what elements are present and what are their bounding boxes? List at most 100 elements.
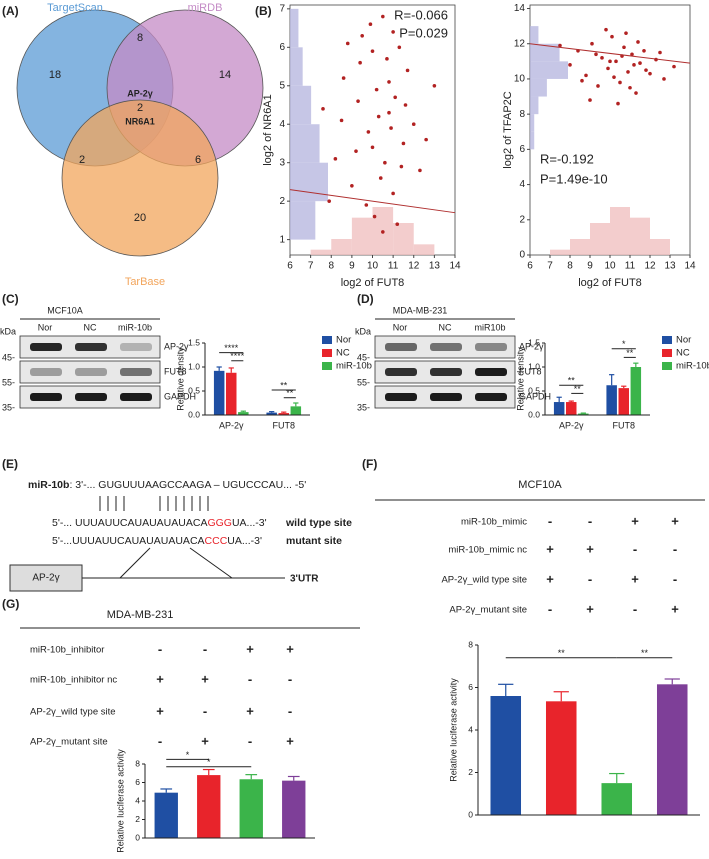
x-tick-label: 14 xyxy=(449,261,461,272)
blot-band xyxy=(430,343,462,351)
histogram-bar xyxy=(550,250,570,255)
histogram-bar xyxy=(290,201,315,239)
pairing-lines xyxy=(100,496,208,511)
table-cell: - xyxy=(203,703,207,718)
y-tick-label: 4 xyxy=(135,795,140,805)
point xyxy=(648,72,652,76)
table-cell: + xyxy=(671,513,679,528)
y-axis-label: log2 of NR6A1 xyxy=(262,94,274,166)
point xyxy=(406,69,410,73)
point xyxy=(610,35,614,39)
y-tick-label: 7 xyxy=(279,3,285,14)
panel-label: (C) xyxy=(2,292,19,306)
point xyxy=(618,81,622,85)
gene-label: AP-2γ xyxy=(32,573,59,584)
table-cell: - xyxy=(203,641,207,656)
x-tick-label: AP-2γ xyxy=(559,420,584,430)
histogram-bar xyxy=(290,86,311,124)
point xyxy=(636,40,640,44)
row-label: AP-2γ_mutant site xyxy=(449,605,527,616)
point xyxy=(402,142,406,146)
error-bar xyxy=(281,412,286,413)
table-cell: + xyxy=(246,703,254,718)
blot-band xyxy=(75,343,107,351)
bar xyxy=(657,684,688,815)
point xyxy=(594,52,598,56)
panel-label: (D) xyxy=(357,292,374,306)
seq-part: 5'-...UUUAUUCAUAUAUAUACA xyxy=(52,535,205,547)
kda-title: kDa xyxy=(355,326,371,336)
blot-band xyxy=(75,368,107,376)
lane-label: miR-10b xyxy=(118,322,152,332)
y-tick-label: 2 xyxy=(519,214,525,225)
point xyxy=(606,67,610,71)
significance-label: ** xyxy=(574,384,582,394)
annotation: R=-0.192 xyxy=(540,151,594,166)
point xyxy=(662,77,666,81)
error-bar xyxy=(203,770,215,776)
legend-swatch xyxy=(322,362,332,370)
error-bar xyxy=(293,403,298,406)
point xyxy=(672,65,676,69)
blot-band xyxy=(120,368,152,376)
zoom-line xyxy=(190,548,232,578)
seq-site: GGG xyxy=(207,517,232,529)
point xyxy=(346,42,350,46)
y-tick-label: 4 xyxy=(468,724,473,734)
wild-sequence: 5'-... UUUAUUCAUAUAUAUACAGGGUA...-3' xyxy=(52,517,267,529)
blot-band xyxy=(385,368,417,376)
error-bar xyxy=(609,774,624,784)
site-label: wild type site xyxy=(285,517,352,529)
bar xyxy=(214,371,225,415)
error-bar xyxy=(665,679,680,684)
kda-title: kDa xyxy=(0,326,16,336)
histogram-bar xyxy=(290,124,320,162)
y-tick-label: 0 xyxy=(519,250,525,261)
x-tick-label: FUT8 xyxy=(613,420,636,430)
point xyxy=(377,115,381,119)
y-tick-label: 12 xyxy=(514,38,526,49)
kda-marker: 55- xyxy=(2,377,15,387)
point xyxy=(634,91,638,95)
error-bar xyxy=(245,775,257,780)
bar xyxy=(619,388,630,415)
point xyxy=(398,46,402,50)
y-tick-label: 0 xyxy=(135,832,140,842)
panel-label: (A) xyxy=(2,4,19,18)
y-tick-label: 4 xyxy=(519,179,525,190)
point xyxy=(373,215,377,219)
y-tick-label: 0.0 xyxy=(528,409,540,419)
y-tick-label: 1.0 xyxy=(188,361,200,371)
y-axis-label: Relative luciferase activity xyxy=(448,678,458,782)
venn-count: 2 xyxy=(137,102,143,114)
x-tick-label: AP-2γ xyxy=(219,420,244,430)
legend-swatch xyxy=(662,336,672,344)
y-tick-label: 8 xyxy=(519,109,525,120)
x-axis-label: log2 of FUT8 xyxy=(578,277,642,289)
site-label: mutant site xyxy=(286,535,342,547)
point xyxy=(404,103,408,107)
y-tick-label: 1.5 xyxy=(528,337,540,347)
point xyxy=(624,31,628,35)
zoom-line xyxy=(120,548,150,578)
point xyxy=(321,107,325,111)
point xyxy=(393,96,397,100)
point xyxy=(600,56,604,60)
histogram-bar xyxy=(590,223,610,255)
point xyxy=(418,169,422,173)
blot-band xyxy=(30,393,62,401)
panel-label: (B) xyxy=(255,4,272,18)
bar xyxy=(291,406,302,415)
blot-band xyxy=(430,368,462,376)
point xyxy=(356,99,360,103)
x-tick-label: 8 xyxy=(328,261,334,272)
row-label: miR-10b_mimic xyxy=(461,517,527,528)
x-axis-label: log2 of FUT8 xyxy=(341,277,405,289)
error-bar xyxy=(569,401,574,402)
table-cell: - xyxy=(288,703,292,718)
y-tick-label: 8 xyxy=(135,758,140,768)
venn-count: 2 xyxy=(79,154,85,166)
histogram-bar xyxy=(530,132,534,150)
cell-line: MCF10A xyxy=(47,305,83,315)
